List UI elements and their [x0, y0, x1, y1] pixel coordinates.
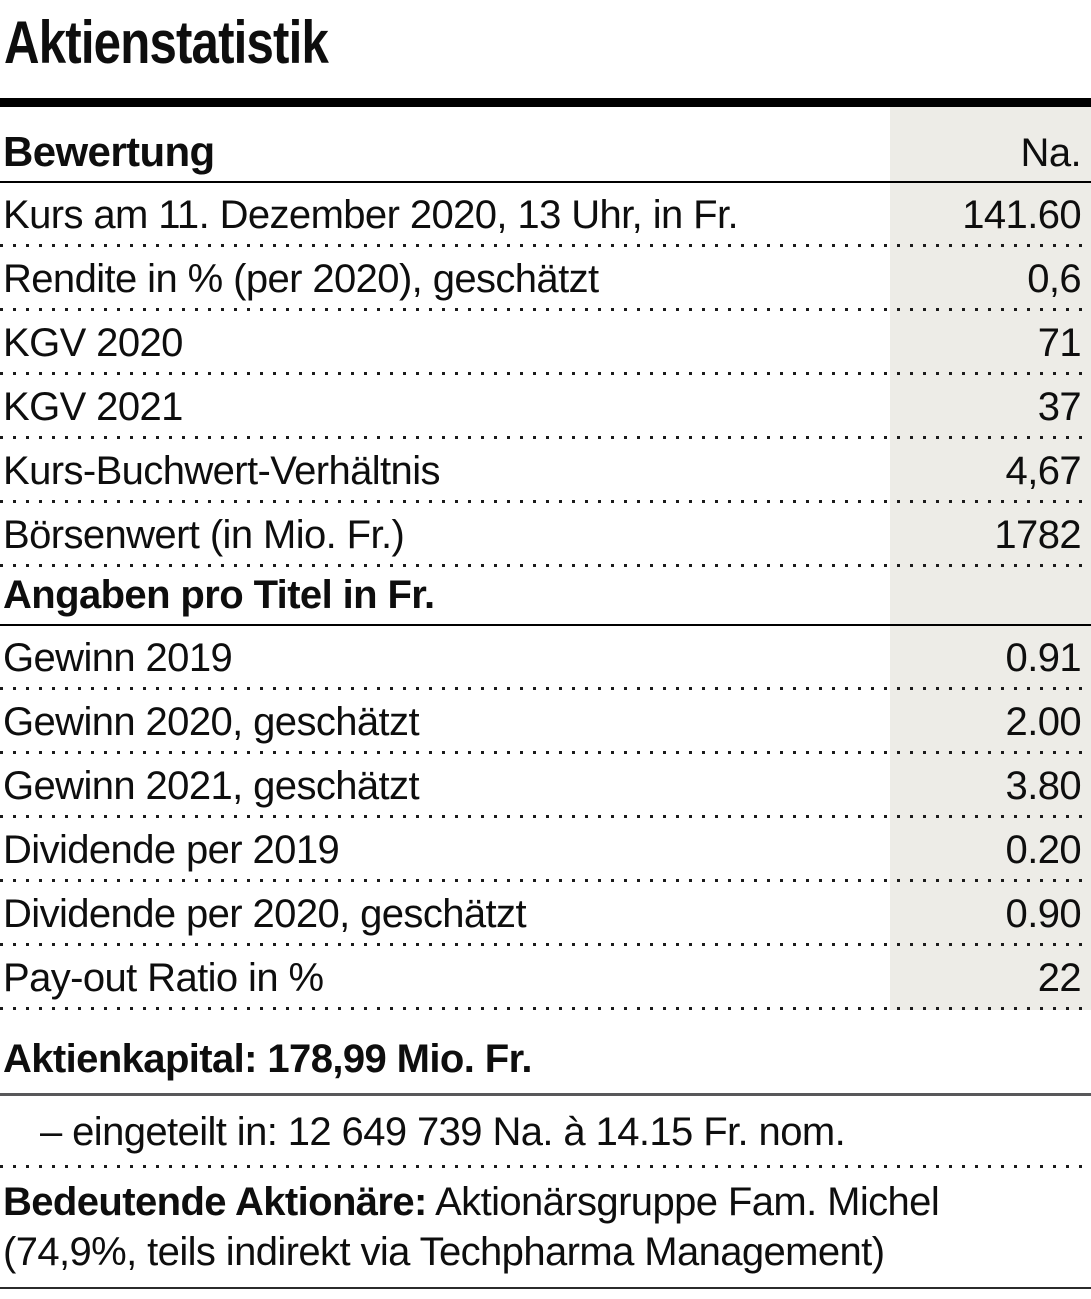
- major-shareholders-value: Aktionärsgruppe Fam. Michel: [426, 1180, 940, 1224]
- major-shareholders-line2: (74,9%, teils indirekt via Techpharma Ma…: [3, 1230, 885, 1274]
- row-label: Kurs-Buchwert-Verhältnis: [3, 448, 440, 493]
- row-label: Pay-out Ratio in %: [3, 955, 324, 1000]
- row-label: KGV 2020: [3, 320, 183, 365]
- row-value: 22: [1037, 955, 1082, 1000]
- table-row: Dividende per 2020, geschätzt 0.90: [0, 882, 1091, 946]
- table-row: KGV 2021 37: [0, 375, 1091, 439]
- major-shareholders-line1: Bedeutende Aktionäre: Aktionärsgruppe Fa…: [3, 1177, 1091, 1227]
- row-value: 4,67: [1005, 448, 1082, 493]
- row-value: 141.60: [962, 192, 1081, 237]
- row-value: 0.20: [1005, 827, 1082, 872]
- row-value: 1782: [994, 512, 1081, 557]
- value-column-highlight: [890, 107, 1091, 1010]
- table-row: Gewinn 2019 0.91: [0, 626, 1091, 690]
- row-value: 71: [1037, 320, 1082, 365]
- row-label: Dividende per 2019: [3, 827, 340, 872]
- major-shareholders-block: Bedeutende Aktionäre: Aktionärsgruppe Fa…: [0, 1168, 1091, 1289]
- column-header-bewertung: Bewertung: [3, 128, 215, 175]
- row-value: 37: [1037, 384, 1082, 429]
- row-value: 0,6: [1027, 256, 1081, 301]
- table-header-row: Bewertung Na.: [0, 107, 1091, 183]
- page-title: Aktienstatistik: [4, 9, 329, 76]
- section-header-angaben-pro-titel: Angaben pro Titel in Fr.: [0, 567, 1091, 626]
- table-row: Rendite in % (per 2020), geschätzt 0,6: [0, 247, 1091, 311]
- table-row: Dividende per 2019 0.20: [0, 818, 1091, 882]
- share-capital-line: Aktienkapital: 178,99 Mio. Fr.: [0, 1010, 1091, 1096]
- section-header-label: Angaben pro Titel in Fr.: [3, 573, 435, 617]
- row-label: Gewinn 2019: [3, 635, 233, 680]
- table-row: KGV 2020 71: [0, 311, 1091, 375]
- table-row: Gewinn 2021, geschätzt 3.80: [0, 754, 1091, 818]
- divider-thick-top: [0, 98, 1091, 107]
- table-row: Kurs am 11. Dezember 2020, 13 Uhr, in Fr…: [0, 183, 1091, 247]
- row-label: Gewinn 2021, geschätzt: [3, 763, 420, 808]
- row-value: 0.90: [1005, 891, 1082, 936]
- statistics-table: Bewertung Na. Kurs am 11. Dezember 2020,…: [0, 107, 1091, 1010]
- row-label: Dividende per 2020, geschätzt: [3, 891, 527, 936]
- column-header-na: Na.: [1020, 131, 1082, 175]
- row-label: Börsenwert (in Mio. Fr.): [3, 512, 405, 557]
- row-label: Kurs am 11. Dezember 2020, 13 Uhr, in Fr…: [3, 192, 739, 237]
- table-row: Pay-out Ratio in % 22: [0, 946, 1091, 1010]
- row-value: 0.91: [1005, 635, 1082, 680]
- table-row: Kurs-Buchwert-Verhältnis 4,67: [0, 439, 1091, 503]
- table-row: Börsenwert (in Mio. Fr.) 1782: [0, 503, 1091, 567]
- major-shareholders-label: Bedeutende Aktionäre:: [3, 1180, 427, 1224]
- row-label: Rendite in % (per 2020), geschätzt: [3, 256, 599, 301]
- row-value: 2.00: [1005, 699, 1082, 744]
- share-split-line: – eingeteilt in: 12 649 739 Na. à 14.15 …: [0, 1096, 1091, 1168]
- row-label: Gewinn 2020, geschätzt: [3, 699, 420, 744]
- row-value: 3.80: [1005, 763, 1082, 808]
- table-row: Gewinn 2020, geschätzt 2.00: [0, 690, 1091, 754]
- row-label: KGV 2021: [3, 384, 183, 429]
